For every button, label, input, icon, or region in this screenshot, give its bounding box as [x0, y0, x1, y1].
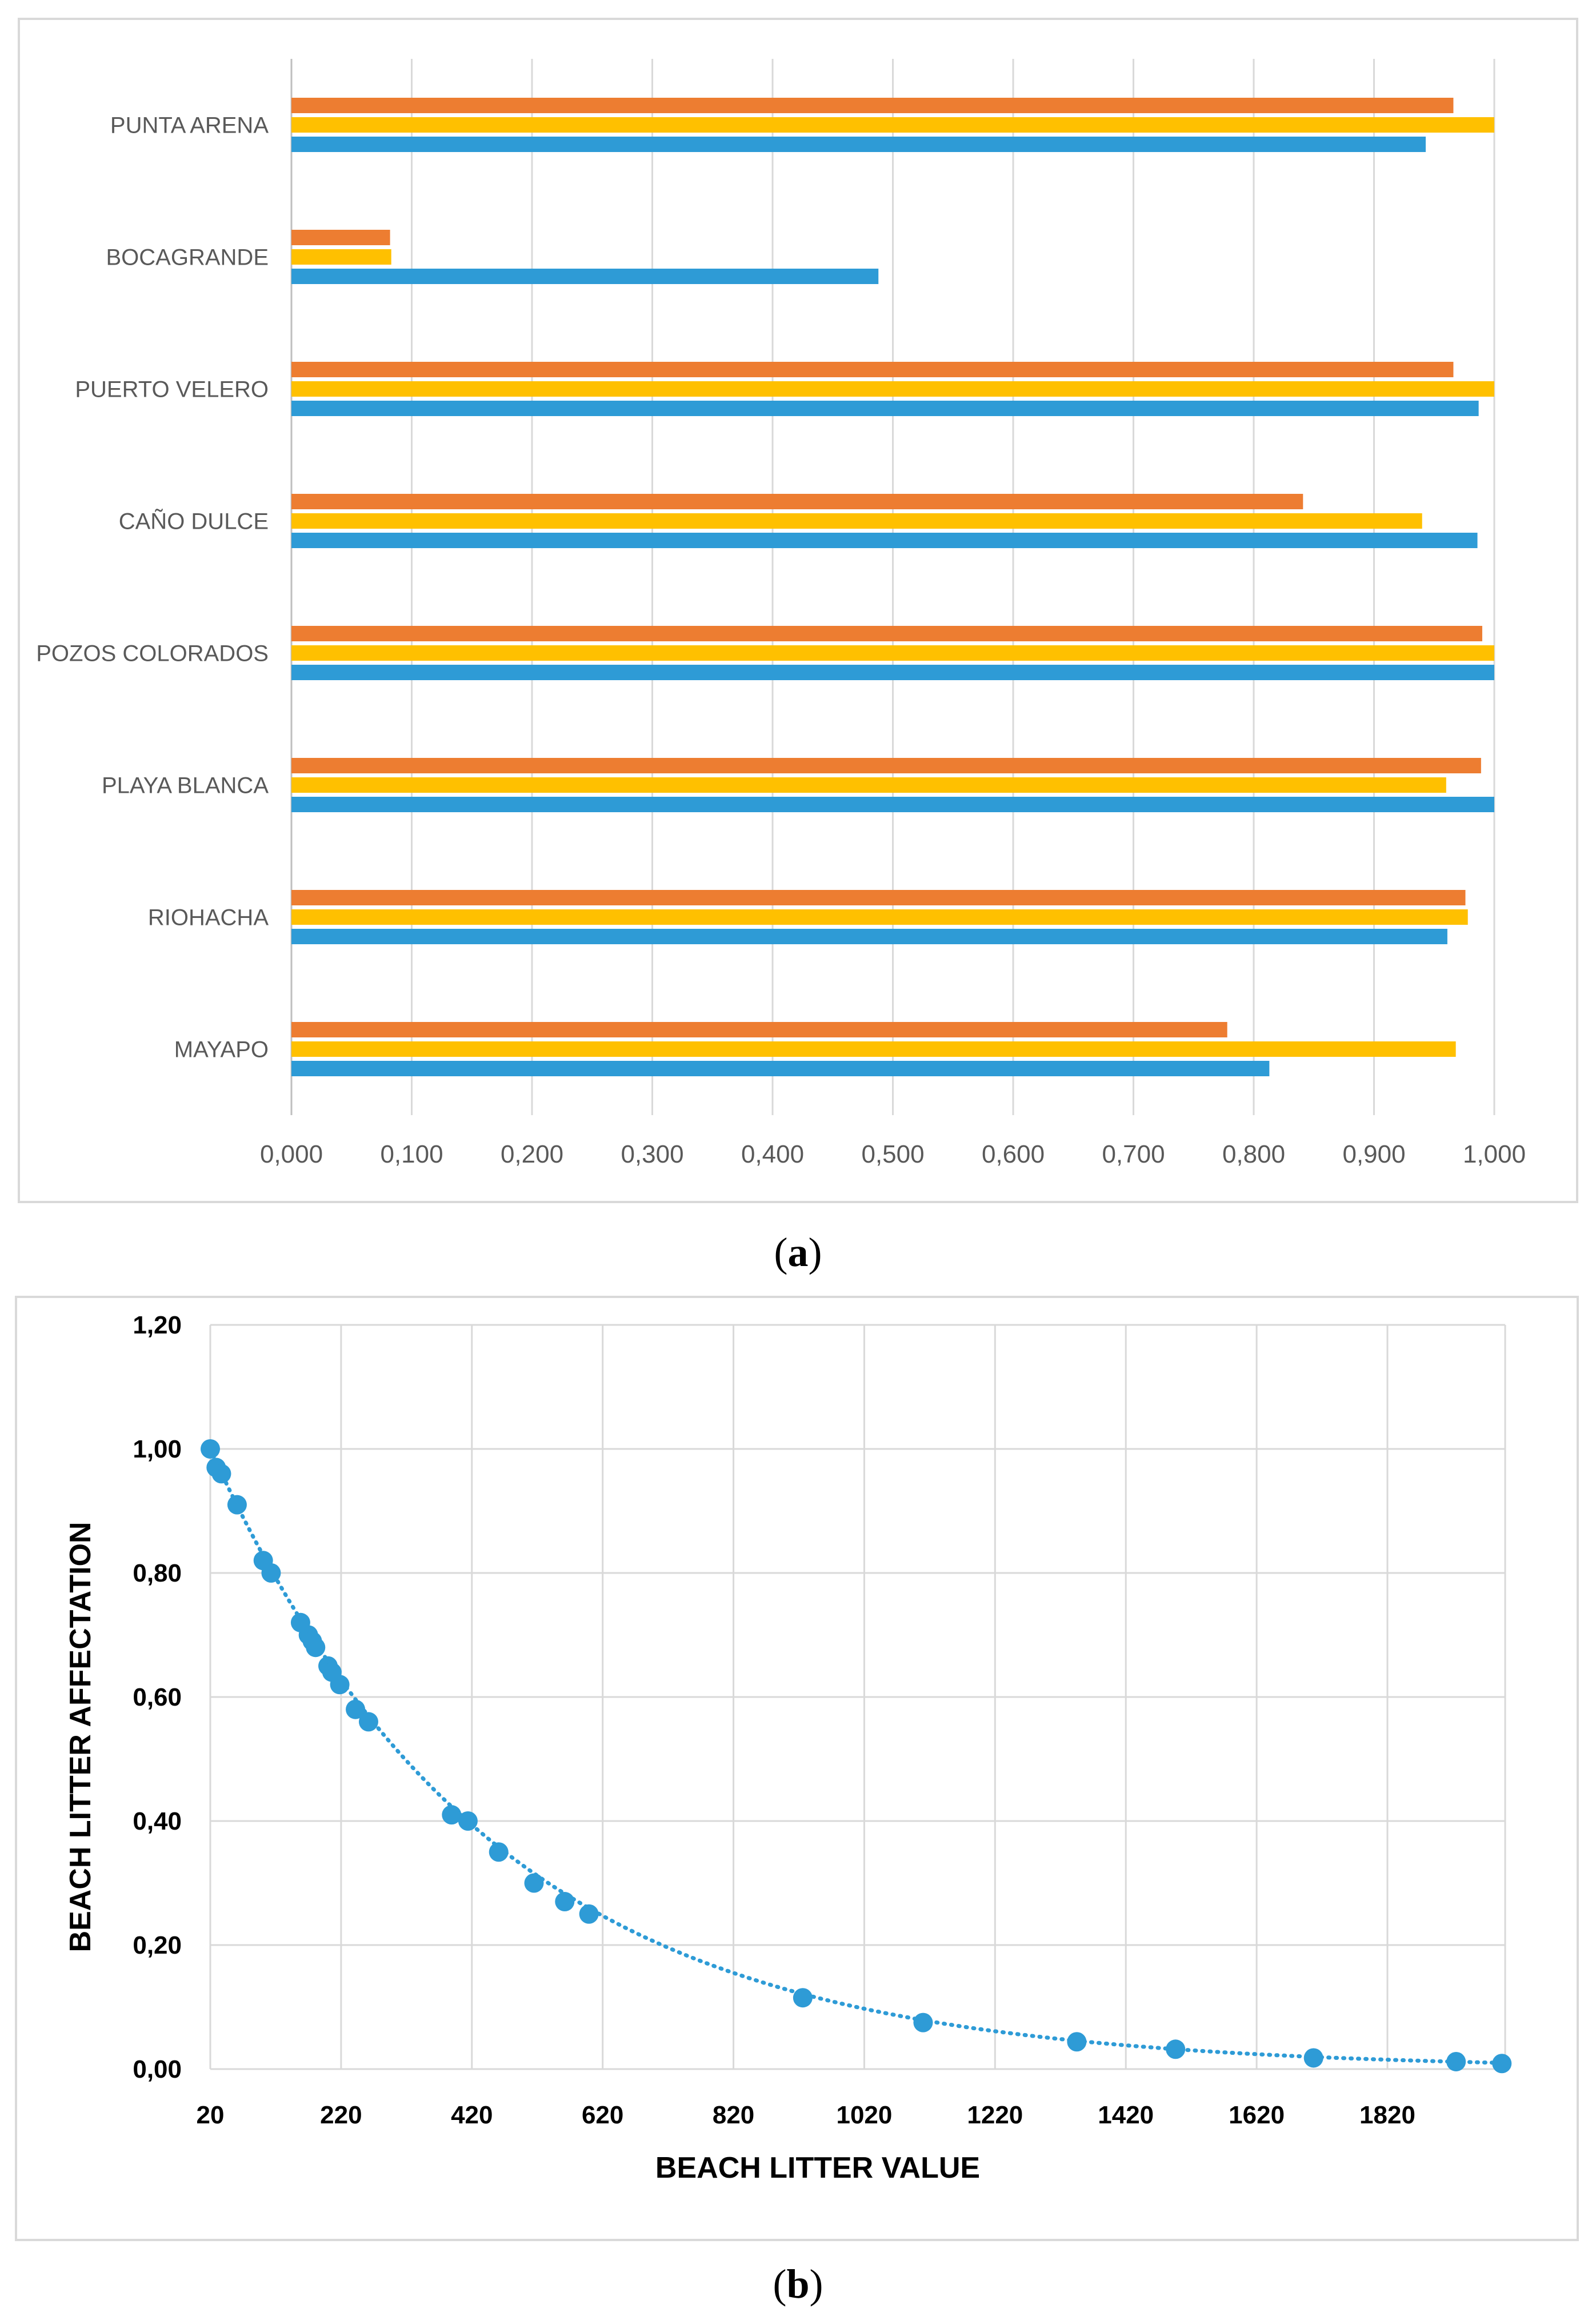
data-point-3 [211, 1464, 231, 1484]
y-tick-label: 1,20 [133, 1311, 182, 1339]
bar-puerto-velero-active-zone [291, 401, 1479, 416]
category-label: RIOHACHA [148, 905, 269, 931]
y-tick-label: 0,40 [133, 1807, 182, 1835]
y-axis-title: BEACH LITTER AFFECTATION [64, 1522, 97, 1952]
data-point-19 [524, 1873, 544, 1893]
caption-a-label: a [787, 1229, 809, 1275]
bar-mayapo-active-zone [291, 1061, 1270, 1076]
x-tick-label: 0,800 [1222, 1140, 1285, 1168]
bar-punta-arena-active-zone [291, 137, 1426, 152]
data-point-23 [913, 2012, 933, 2033]
x-tick-label: 0,000 [260, 1140, 323, 1168]
data-point-27 [1446, 2051, 1466, 2071]
bar-pozos-colorados-rest-zone [291, 645, 1494, 661]
category-label: POZOS COLORADOS [36, 641, 269, 666]
y-tick-label: 0,80 [133, 1559, 182, 1587]
bar-mayapo-rest-zone [291, 1041, 1456, 1057]
data-point-6 [261, 1563, 281, 1583]
bar-cano-dulce-active-zone [291, 533, 1478, 548]
bar-pozos-colorados-service-zone [291, 626, 1482, 641]
chart-a-panel: PUNTA ARENA BOCAGRANDE PUERTO VELERO CAÑO D… [18, 18, 1578, 1235]
x-axis-title: BEACH LITTER VALUE [655, 2151, 980, 2185]
data-point-18 [489, 1842, 509, 1862]
data-point-25 [1166, 2039, 1186, 2059]
bar-bocagrande-rest-zone [291, 249, 391, 265]
bar-playa-blanca-active-zone [291, 797, 1494, 812]
y-tick-label: 0,60 [133, 1683, 182, 1711]
data-point-13 [330, 1675, 350, 1695]
chart-b-panel: 0,00 0,20 0,40 0,60 0,80 1,00 1,20 20 220 420 620 8… [15, 1296, 1579, 2241]
x-tick-label: 1820 [1359, 2101, 1415, 2129]
caption-b: (b) [773, 2261, 823, 2307]
data-point-17 [458, 1811, 478, 1831]
exponential-trendline [208, 1447, 1507, 2065]
data-point-20 [555, 1892, 575, 1912]
bar-mayapo-service-zone [291, 1022, 1227, 1037]
x-tick-label: 220 [320, 2101, 362, 2129]
bar-bocagrande-active-zone [291, 269, 879, 284]
data-point-24 [1067, 2032, 1087, 2052]
bar-playa-blanca-service-zone [291, 758, 1481, 773]
bar-bocagrande-service-zone [291, 230, 390, 245]
x-tick-label: 620 [582, 2101, 623, 2129]
caption-a: (a) [774, 1229, 822, 1275]
x-tick-label: 1420 [1098, 2101, 1154, 2129]
x-tick-label: 0,200 [501, 1140, 563, 1168]
bar-puerto-velero-rest-zone [291, 381, 1494, 397]
x-tick-label: 1020 [836, 2101, 892, 2129]
category-label: PLAYA BLANCA [102, 773, 269, 798]
x-tick-label: 1620 [1229, 2101, 1285, 2129]
category-label: PUERTO VELERO [75, 377, 269, 402]
data-point-4 [227, 1495, 247, 1515]
data-point-26 [1303, 2048, 1323, 2068]
bar-punta-arena-service-zone [291, 98, 1454, 113]
caption-b-label: b [786, 2261, 810, 2307]
data-point-15 [358, 1712, 378, 1732]
x-tick-label: 1,000 [1463, 1140, 1526, 1168]
x-tick-label: 0,600 [982, 1140, 1045, 1168]
x-tick-label: 0,500 [861, 1140, 924, 1168]
x-tick-label: 0,700 [1102, 1140, 1165, 1168]
x-tick-label: 420 [451, 2101, 493, 2129]
category-label: CAÑO DULCE [119, 509, 269, 534]
bar-riohacha-service-zone [291, 890, 1466, 905]
category-label: PUNTA ARENA [110, 113, 269, 138]
x-tick-label: 20 [197, 2101, 225, 2129]
data-point-10 [306, 1638, 326, 1658]
x-tick-label: 0,900 [1342, 1140, 1405, 1168]
bar-riohacha-rest-zone [291, 909, 1468, 925]
bar-pozos-colorados-active-zone [291, 665, 1494, 680]
x-tick-label: 0,100 [380, 1140, 443, 1168]
bar-riohacha-active-zone [291, 929, 1447, 944]
data-point-21 [579, 1904, 599, 1924]
bar-puerto-velero-service-zone [291, 362, 1454, 377]
scatter-chart: 0,00 0,20 0,40 0,60 0,80 1,00 1,20 20 220 420 620 8… [64, 1311, 1512, 2185]
y-tick-label: 0,00 [133, 2055, 182, 2083]
bar-cano-dulce-rest-zone [291, 513, 1422, 529]
hbar-chart: PUNTA ARENA BOCAGRANDE PUERTO VELERO CAÑO D… [36, 59, 1526, 1235]
x-tick-label: 1220 [967, 2101, 1023, 2129]
x-tick-label: 0,300 [621, 1140, 683, 1168]
x-tick-label: 820 [713, 2101, 754, 2129]
data-point-14 [346, 1699, 366, 1719]
data-point-1 [201, 1439, 220, 1459]
y-tick-label: 0,20 [133, 1931, 182, 1959]
data-point-22 [793, 1988, 813, 2008]
bar-punta-arena-rest-zone [291, 117, 1494, 133]
data-point-16 [442, 1805, 462, 1825]
category-label: MAYAPO [174, 1037, 269, 1063]
y-tick-label: 1,00 [133, 1435, 182, 1463]
data-point-28 [1492, 2054, 1512, 2074]
x-tick-label: 0,400 [741, 1140, 804, 1168]
bar-playa-blanca-rest-zone [291, 777, 1446, 793]
bar-cano-dulce-service-zone [291, 494, 1303, 509]
category-label: BOCAGRANDE [106, 245, 269, 270]
